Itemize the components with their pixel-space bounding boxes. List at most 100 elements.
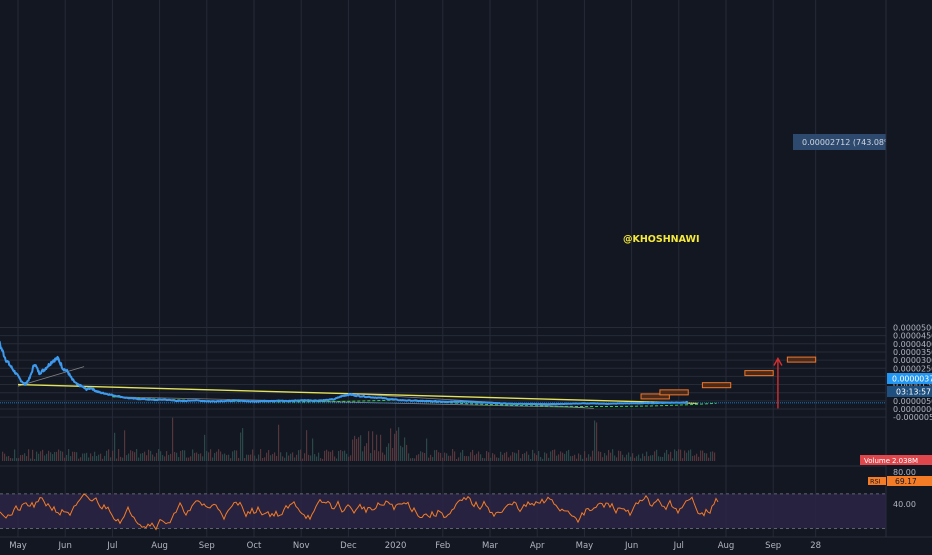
volume-bar xyxy=(568,449,570,461)
projection-box[interactable] xyxy=(659,389,689,396)
volume-bar xyxy=(632,453,634,461)
projection-box[interactable] xyxy=(786,356,817,363)
volume-bar xyxy=(316,456,318,461)
volume-bar xyxy=(554,449,556,461)
price-tick-label: 0.00004500 xyxy=(893,332,932,341)
volume-bar xyxy=(664,452,666,461)
volume-bar xyxy=(644,456,646,461)
volume-bar xyxy=(638,454,640,461)
volume-bar xyxy=(532,449,534,461)
volume-bar xyxy=(50,452,52,461)
volume-bar xyxy=(8,455,10,461)
volume-bar xyxy=(4,453,6,461)
volume-bar xyxy=(672,458,674,461)
volume-legend-bg xyxy=(860,455,932,465)
volume-bar xyxy=(498,457,500,461)
volume-bar xyxy=(40,451,42,461)
rsi-pane[interactable] xyxy=(0,493,886,531)
volume-bar xyxy=(340,450,342,461)
volume-bar xyxy=(422,452,424,461)
current-price-text: 0.00000374 xyxy=(892,375,932,384)
volume-bar xyxy=(538,451,540,461)
volume-bar xyxy=(354,435,356,461)
current-price-badge-bg xyxy=(887,373,932,384)
volume-bar xyxy=(192,449,194,461)
volume-bar xyxy=(564,453,566,461)
volume-bar xyxy=(174,451,176,461)
volume-bar xyxy=(16,458,18,461)
price-line xyxy=(0,340,689,406)
volume-bar xyxy=(366,443,368,461)
volume-bar xyxy=(234,450,236,461)
volume-bar xyxy=(190,456,192,461)
volume-bar xyxy=(544,452,546,461)
volume-bar xyxy=(392,447,394,461)
volume-bar xyxy=(630,456,632,461)
projection-boxes[interactable] xyxy=(640,356,817,400)
price-tick-label: 0.00003000 xyxy=(893,356,932,365)
volume-bar xyxy=(584,451,586,461)
grid-lines xyxy=(0,0,886,537)
volume-bar xyxy=(280,452,282,461)
measure-tool[interactable] xyxy=(773,357,783,409)
volume-bar xyxy=(472,449,474,461)
countdown-text: 03:13:57 xyxy=(896,388,931,397)
volume-bar xyxy=(10,457,12,461)
price-tick-label: 0.00003500 xyxy=(893,348,932,357)
volume-bar xyxy=(300,449,302,461)
volume-bar xyxy=(164,456,166,461)
time-tick-label: Jul xyxy=(106,541,117,550)
volume-bar xyxy=(308,454,310,461)
volume-bar xyxy=(238,457,240,461)
volume-bar xyxy=(490,457,492,461)
volume-bar xyxy=(122,457,124,461)
volume-bar xyxy=(278,424,280,461)
volume-bar xyxy=(328,451,330,461)
volume-bar xyxy=(256,458,258,461)
volume-bar xyxy=(360,435,362,461)
price-axis[interactable]: 0.000050000.000045000.000040000.00003500… xyxy=(893,324,932,423)
volume-bar xyxy=(514,452,516,461)
volume-bar xyxy=(692,455,694,461)
volume-bar xyxy=(132,451,134,461)
price-tick-label: 0.00000500 xyxy=(893,397,932,406)
volume-bar xyxy=(378,451,380,461)
volume-bar xyxy=(674,449,676,461)
volume-bar xyxy=(610,452,612,461)
volume-bar xyxy=(252,449,254,461)
volume-bar xyxy=(596,422,598,461)
volume-bar xyxy=(528,454,530,461)
projection-box[interactable] xyxy=(744,370,774,377)
volume-bar xyxy=(296,454,298,461)
volume-bar xyxy=(72,451,74,461)
volume-bar xyxy=(44,455,46,461)
volume-bar xyxy=(670,451,672,461)
volume-bar xyxy=(712,451,714,461)
volume-bar xyxy=(186,457,188,461)
volume-bar xyxy=(434,450,436,461)
volume-bar xyxy=(22,454,24,461)
price-tick-label: 0.00001500 xyxy=(893,381,932,390)
volume-bar xyxy=(224,453,226,461)
trendline[interactable] xyxy=(17,366,85,387)
volume-bar xyxy=(512,452,514,461)
trendline[interactable] xyxy=(112,396,585,408)
volume-bar xyxy=(580,454,582,461)
volume-bar xyxy=(586,457,588,461)
projection-box[interactable] xyxy=(701,382,732,389)
rsi-tick-40: 40.00 xyxy=(893,500,916,509)
volume-bar xyxy=(622,454,624,461)
time-axis[interactable]: AprMayJunJulAugSepOctNovDec2020FebMarApr… xyxy=(0,541,821,551)
volume-bar xyxy=(126,455,128,461)
price-tick-label: 0.00000000 xyxy=(893,405,932,414)
volume-bar xyxy=(578,453,580,461)
volume-bar xyxy=(76,452,78,461)
projection-box[interactable] xyxy=(640,393,670,400)
volume-bar xyxy=(470,452,472,461)
volume-bar xyxy=(150,450,152,461)
volume-bar xyxy=(676,451,678,461)
rsi-badge: RSI 69.17 xyxy=(868,476,932,486)
